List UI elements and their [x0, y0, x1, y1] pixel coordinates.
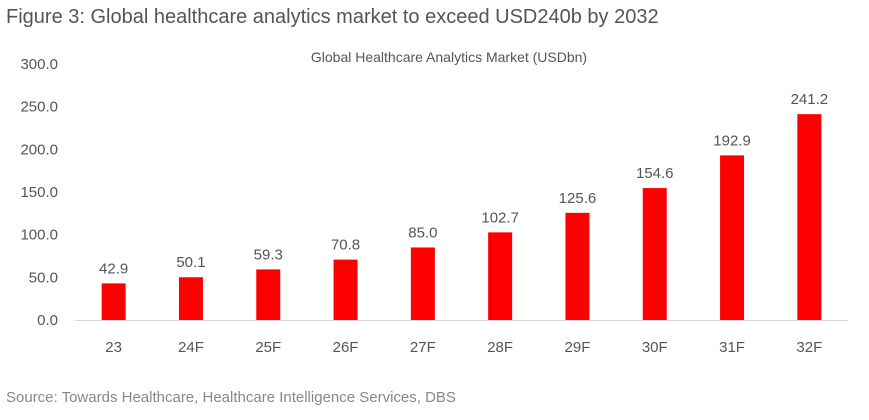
bar-31F — [720, 155, 745, 320]
bar-25F — [256, 269, 281, 320]
x-tick-label: 26F — [333, 339, 359, 356]
data-label: 154.6 — [636, 165, 674, 182]
y-tick-label: 50.0 — [29, 269, 58, 286]
data-label: 192.9 — [713, 132, 751, 149]
data-label: 241.2 — [791, 91, 829, 108]
data-label: 70.8 — [331, 237, 360, 254]
x-tick-label: 32F — [796, 339, 822, 356]
data-label: 125.6 — [559, 190, 597, 207]
bar-32F — [797, 114, 822, 321]
data-label: 59.3 — [254, 246, 283, 263]
x-tick-label: 27F — [410, 339, 436, 356]
x-tick-label: 29F — [565, 339, 591, 356]
x-tick-label: 30F — [642, 339, 668, 356]
y-tick-label: 300.0 — [20, 56, 58, 73]
x-tick-label: 23 — [105, 339, 122, 356]
x-tick-label: 28F — [487, 339, 513, 356]
y-tick-label: 200.0 — [20, 141, 58, 158]
x-axis: 23 24F 25F 26F 27F 28F 29F 30F 31F 32F — [75, 320, 848, 356]
bar-23 — [101, 283, 126, 320]
bars: 42.9 50.1 59.3 70.8 85.0 102.7 125.6 154.6 192.9… — [99, 91, 829, 321]
x-tick-label: 31F — [719, 339, 745, 356]
data-label: 42.9 — [99, 260, 128, 277]
figure-title: Figure 3: Global healthcare analytics ma… — [6, 6, 659, 28]
x-tick-label: 25F — [255, 339, 281, 356]
data-label: 102.7 — [481, 209, 519, 226]
bar-28F — [488, 232, 513, 320]
y-tick-label: 0.0 — [37, 312, 58, 329]
data-label: 85.0 — [408, 224, 437, 241]
bar-27F — [410, 247, 435, 320]
bar-26F — [333, 259, 358, 320]
y-tick-label: 250.0 — [20, 99, 58, 116]
chart-title: Global Healthcare Analytics Market (USDb… — [311, 49, 587, 65]
y-tick-label: 150.0 — [20, 184, 58, 201]
bar-30F — [642, 188, 667, 320]
y-tick-label: 100.0 — [20, 227, 58, 244]
bar-24F — [178, 277, 203, 320]
x-tick-label: 24F — [178, 339, 204, 356]
data-label: 50.1 — [176, 254, 205, 271]
bar-29F — [565, 212, 590, 320]
y-axis: 0.0 50.0 100.0 150.0 200.0 250.0 300.0 — [20, 56, 58, 329]
source-note: Source: Towards Healthcare, Healthcare I… — [6, 389, 456, 406]
